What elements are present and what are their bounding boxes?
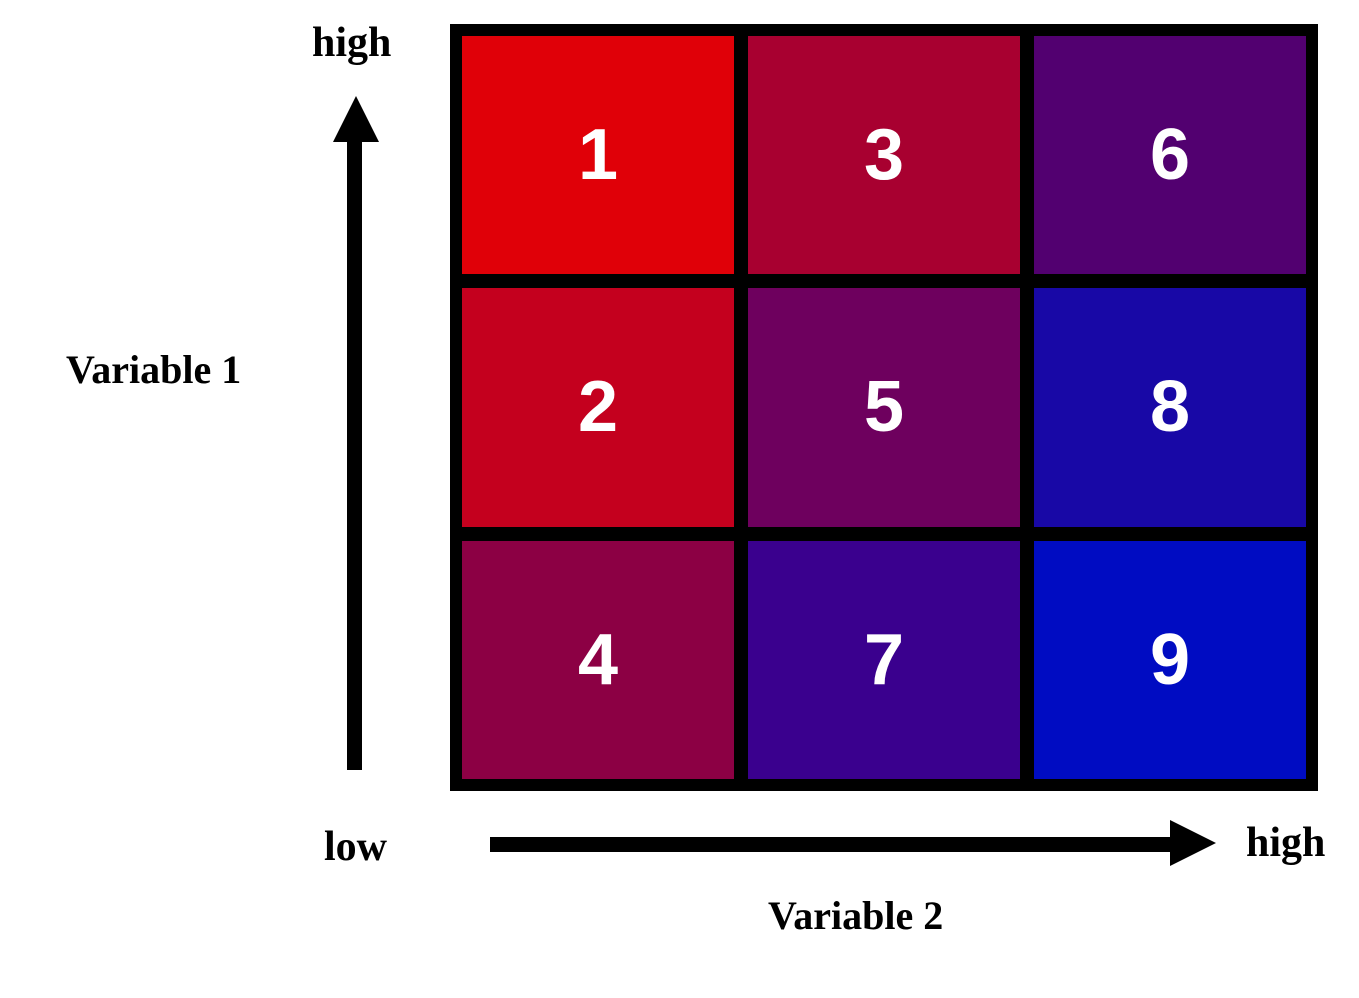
grid-cell-r2-c1: 2	[462, 288, 734, 527]
x-axis-high-label: high	[1246, 820, 1326, 866]
y-axis-title: Variable 1	[66, 347, 242, 392]
bivariate-grid: 1 3 6 2 5 8 4 7 9	[450, 24, 1318, 791]
arrow-right-icon	[1170, 820, 1216, 866]
grid-cell-r1-c1: 1	[462, 36, 734, 275]
arrow-up-icon	[333, 96, 379, 142]
grid-cell-r1-c3: 6	[1034, 36, 1306, 275]
x-axis-arrow-shaft	[490, 837, 1175, 852]
grid-cell-r3-c2: 7	[748, 540, 1020, 779]
y-axis-high-label: high	[312, 20, 392, 66]
grid-cell-r3-c3: 9	[1034, 540, 1306, 779]
grid-cell-r1-c2: 3	[748, 36, 1020, 275]
y-axis-arrow-shaft	[347, 135, 362, 770]
grid-cell-r3-c1: 4	[462, 540, 734, 779]
axis-low-label: low	[324, 824, 387, 870]
grid-cell-r2-c2: 5	[748, 288, 1020, 527]
grid-cell-r2-c3: 8	[1034, 288, 1306, 527]
x-axis-title: Variable 2	[768, 893, 944, 938]
